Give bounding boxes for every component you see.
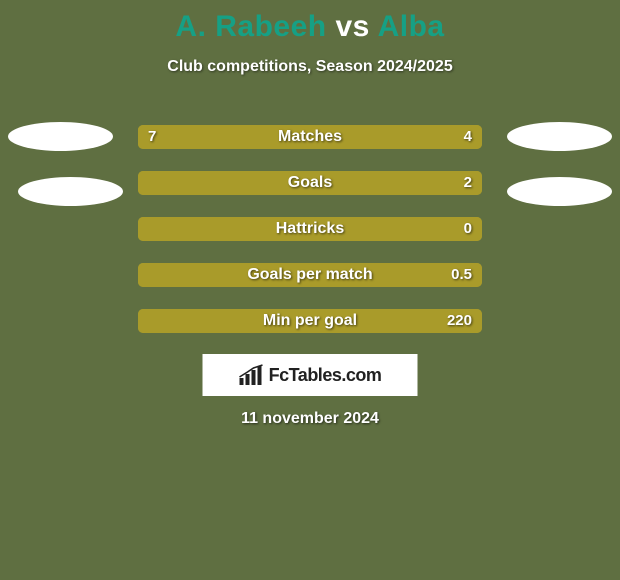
stat-right-value: 2 xyxy=(464,171,472,195)
stat-label: Goals per match xyxy=(138,263,482,287)
stat-row: Min per goal220 xyxy=(138,309,482,333)
stat-row: Hattricks0 xyxy=(138,217,482,241)
stat-row: Goals2 xyxy=(138,171,482,195)
comparison-infographic: A. Rabeeh vs Alba Club competitions, Sea… xyxy=(0,0,620,580)
player-b-name: Alba xyxy=(378,10,445,43)
stat-label: Min per goal xyxy=(138,309,482,333)
stat-right-value: 4 xyxy=(464,125,472,149)
player-b-marker-2 xyxy=(507,177,612,206)
date-text: 11 november 2024 xyxy=(0,410,620,428)
brand-bars-icon xyxy=(239,364,265,386)
stat-label: Matches xyxy=(138,125,482,149)
comparison-bars: 7Matches4 Goals2 Hattricks0 Goals per match… xyxy=(138,125,482,355)
stat-row: Goals per match0.5 xyxy=(138,263,482,287)
player-b-marker-1 xyxy=(507,122,612,151)
stat-label: Goals xyxy=(138,171,482,195)
player-a-marker-2 xyxy=(18,177,123,206)
stat-right-value: 0 xyxy=(464,217,472,241)
brand-text: FcTables.com xyxy=(269,365,382,386)
stat-row: 7Matches4 xyxy=(138,125,482,149)
page-title: A. Rabeeh vs Alba xyxy=(0,0,620,44)
stat-label: Hattricks xyxy=(138,217,482,241)
vs-text: vs xyxy=(327,10,378,43)
subtitle: Club competitions, Season 2024/2025 xyxy=(0,58,620,76)
player-a-name: A. Rabeeh xyxy=(175,10,326,43)
stat-right-value: 0.5 xyxy=(451,263,472,287)
player-a-marker-1 xyxy=(8,122,113,151)
stat-right-value: 220 xyxy=(447,309,472,333)
brand-box: FcTables.com xyxy=(203,354,418,396)
